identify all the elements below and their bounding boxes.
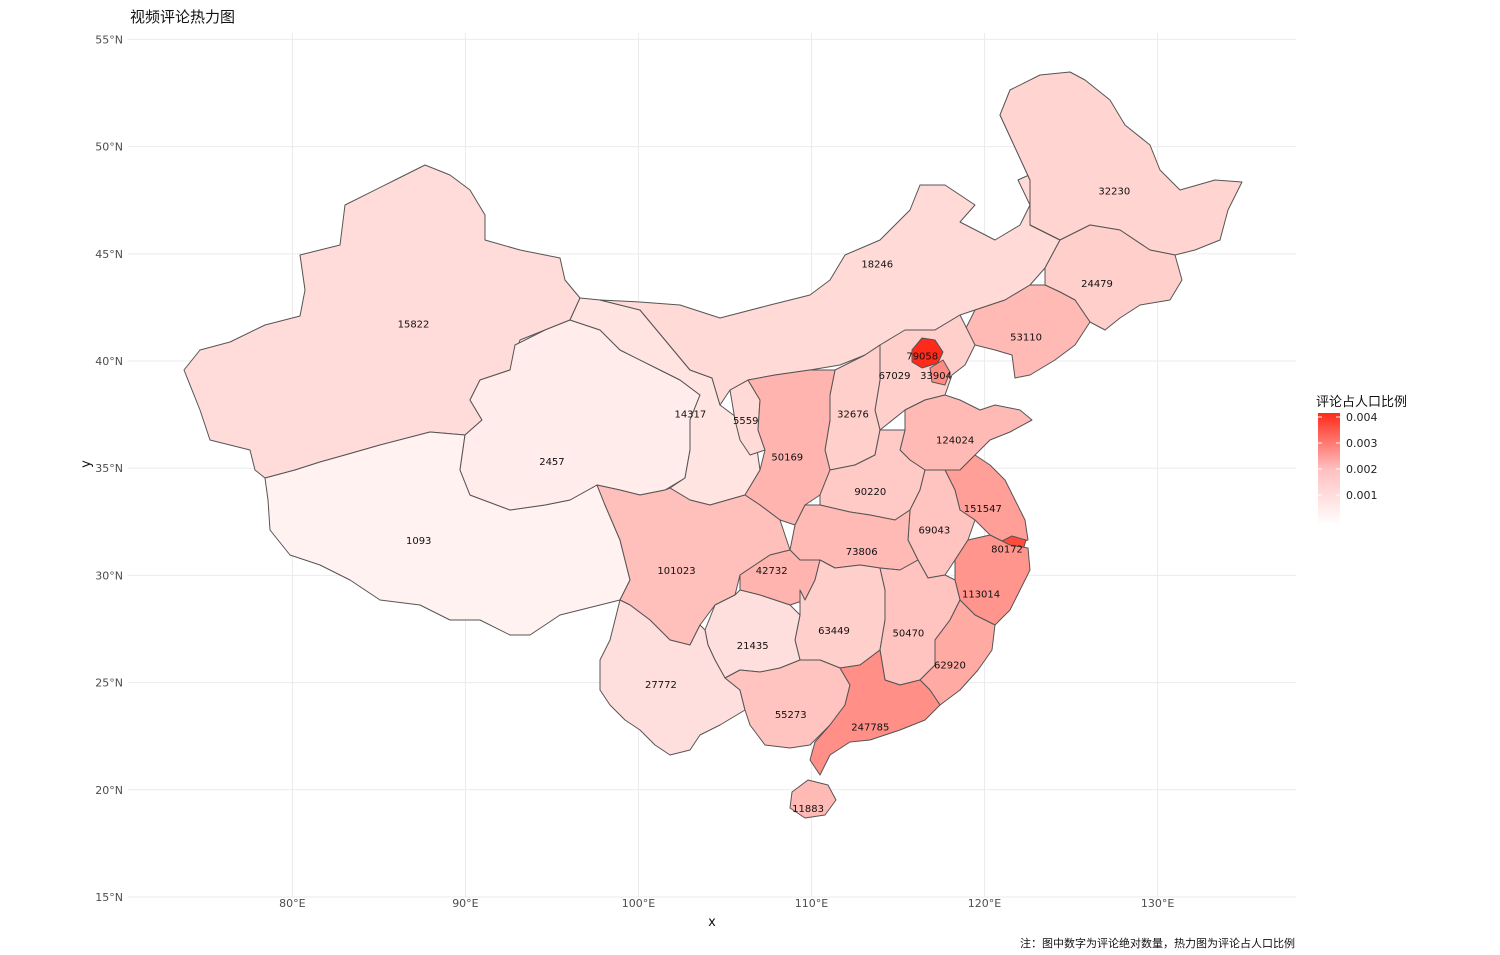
- region-value-label: 79058: [906, 352, 938, 363]
- region-value-label: 32230: [1098, 187, 1130, 198]
- region-tianjin: [929, 359, 951, 386]
- region-value-label: 24479: [1081, 279, 1113, 290]
- y-tick-label: 45°N: [95, 248, 123, 261]
- region-value-label: 33904: [920, 371, 952, 382]
- region-value-label: 62920: [934, 660, 966, 671]
- region-guangdong: [809, 649, 941, 776]
- region-value-label: 2457: [539, 457, 564, 468]
- x-tick-label: 80°E: [279, 897, 305, 910]
- region-value-label: 90220: [854, 487, 886, 498]
- y-tick-label: 55°N: [95, 33, 123, 46]
- region-value-label: 53110: [1010, 332, 1042, 343]
- y-tick-label: 25°N: [95, 677, 123, 690]
- y-tick-label: 15°N: [95, 891, 123, 904]
- legend-tick-label: 0.004: [1346, 411, 1378, 424]
- region-value-label: 27772: [645, 680, 677, 691]
- y-tick-label: 50°N: [95, 141, 123, 154]
- color-legend: 评论占人口比例 0.001 0.002 0.003 0.004: [1316, 395, 1407, 525]
- region-value-label: 55273: [775, 710, 807, 721]
- y-tick-label: 20°N: [95, 784, 123, 797]
- region-value-label: 11883: [792, 804, 824, 815]
- region-value-label: 1093: [406, 536, 431, 547]
- value-labels: 15822 1093 2457 14317 5559 18246 32230 24479 531…: [398, 187, 1131, 815]
- x-tick-label: 110°E: [795, 897, 828, 910]
- region-shandong: [899, 394, 1033, 471]
- region-value-label: 18246: [861, 260, 893, 271]
- region-value-label: 50169: [771, 452, 803, 463]
- region-guizhou: [704, 589, 801, 679]
- region-value-label: 21435: [737, 641, 769, 652]
- legend-title: 评论占人口比例: [1316, 395, 1407, 410]
- x-tick-label: 130°E: [1141, 897, 1174, 910]
- region-hainan: [789, 779, 837, 819]
- region-value-label: 69043: [918, 525, 950, 536]
- region-value-label: 80172: [991, 545, 1023, 556]
- axis-ticks: 80°E 90°E 100°E 110°E 120°E 130°E 15°N 20°N 25°N…: [79, 33, 1174, 930]
- region-heilongjiang: [999, 71, 1243, 256]
- region-value-label: 101023: [657, 566, 695, 577]
- region-value-label: 5559: [733, 416, 758, 427]
- x-tick-label: 90°E: [452, 897, 478, 910]
- region-value-label: 14317: [674, 410, 706, 421]
- region-value-label: 42732: [756, 566, 788, 577]
- region-value-label: 67029: [879, 371, 911, 382]
- region-jilin: [1029, 224, 1183, 331]
- y-tick-label: 30°N: [95, 569, 123, 582]
- region-liaoning: [964, 284, 1091, 379]
- region-value-label: 32676: [837, 410, 869, 421]
- legend-tick-label: 0.001: [1346, 489, 1378, 502]
- legend-colorbar: [1318, 413, 1340, 525]
- region-value-label: 15822: [398, 320, 430, 331]
- region-value-label: 73806: [846, 547, 878, 558]
- y-axis-title: y: [79, 460, 94, 468]
- region-value-label: 247785: [851, 723, 889, 734]
- x-axis-title: x: [708, 915, 716, 930]
- region-value-label: 124024: [936, 435, 974, 446]
- x-tick-label: 100°E: [622, 897, 655, 910]
- legend-tick-label: 0.003: [1346, 437, 1378, 450]
- province-polygons: [183, 71, 1243, 819]
- map-caption: 注：图中数字为评论绝对数量，热力图为评论占人口比例: [1020, 937, 1295, 950]
- region-value-label: 50470: [892, 628, 924, 639]
- y-tick-label: 35°N: [95, 462, 123, 475]
- region-value-label: 151547: [964, 504, 1002, 515]
- legend-ticks: 0.001 0.002 0.003 0.004: [1318, 411, 1378, 502]
- legend-tick-label: 0.002: [1346, 463, 1378, 476]
- y-tick-label: 40°N: [95, 355, 123, 368]
- region-value-label: 63449: [818, 626, 850, 637]
- region-value-label: 113014: [962, 590, 1000, 601]
- x-tick-label: 120°E: [968, 897, 1001, 910]
- region-yunnan: [599, 599, 746, 756]
- map-title: 视频评论热力图: [130, 8, 236, 26]
